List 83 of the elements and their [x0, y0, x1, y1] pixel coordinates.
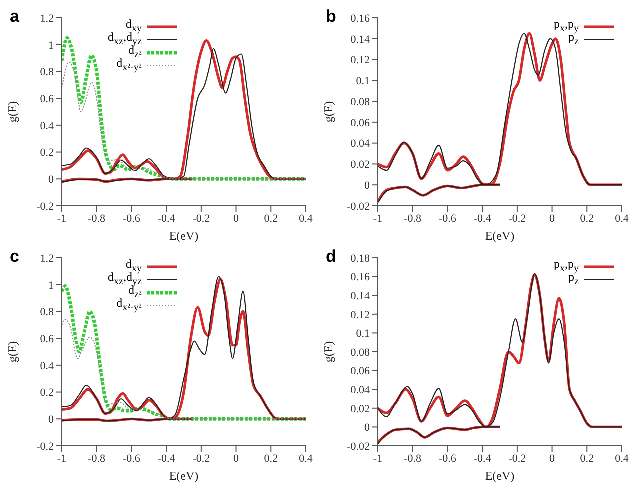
chart-title: b: [326, 7, 336, 26]
x-tick-label: 0: [234, 452, 240, 465]
x-tick-label: -0.8: [88, 452, 106, 465]
y-tick-label: 0: [364, 422, 370, 434]
y-tick-label: 1.2: [40, 12, 54, 25]
y-tick-label: 0.8: [40, 66, 54, 79]
y-tick-label: 0.08: [350, 346, 370, 359]
x-tick-label: 0.2: [264, 452, 278, 465]
x-tick-label: -0.4: [158, 212, 176, 225]
y-tick-label: -0.02: [347, 440, 370, 453]
x-tick-label: -0.8: [404, 452, 422, 465]
y-tick-label: 0.6: [40, 93, 54, 106]
y-tick-label: 0.12: [350, 309, 370, 322]
y-axis-title: g(E): [5, 101, 20, 123]
y-tick-label: 0.8: [40, 306, 54, 319]
y-tick-label: -0.02: [347, 200, 370, 213]
x-axis-title: E(eV): [485, 469, 515, 483]
y-tick-label: 0.04: [350, 138, 370, 150]
y-tick-label: 0.4: [40, 360, 54, 372]
y-axis-title: g(E): [5, 341, 20, 363]
y-axis-title: g(E): [321, 101, 336, 123]
y-tick-label: 0.08: [350, 96, 370, 108]
x-tick-label: 0.2: [264, 212, 278, 225]
y-tick-label: 0.18: [350, 252, 370, 265]
x-tick-label: 0: [550, 212, 556, 225]
y-tick-label: 0.16: [350, 12, 370, 25]
x-tick-label: -0.6: [439, 452, 457, 465]
y-tick-label: 0.2: [40, 387, 54, 400]
y-tick-label: 0.12: [350, 54, 370, 67]
y-tick-label: 0: [364, 180, 370, 192]
y-tick-label: 0.4: [40, 120, 54, 132]
chart-title: d: [326, 247, 336, 266]
x-axis-title: E(eV): [169, 229, 199, 243]
y-tick-label: 0.02: [350, 159, 370, 172]
y-tick-label: 0.06: [350, 117, 370, 130]
x-tick-label: -1: [57, 212, 67, 225]
legend-label: p$_{x}$,p$_{y}$: [554, 16, 579, 34]
x-tick-label: -0.2: [508, 452, 526, 465]
y-tick-label: 0.06: [350, 366, 370, 378]
y-tick-label: 0.6: [40, 333, 54, 346]
y-tick-label: 0.2: [40, 147, 54, 160]
y-tick-label: 0.14: [350, 290, 370, 303]
y-tick-label: 0.14: [350, 34, 370, 46]
x-tick-label: 0.2: [580, 452, 594, 465]
y-tick-label: 1.2: [40, 252, 54, 265]
x-tick-label: 0: [550, 452, 556, 465]
x-tick-label: -1: [57, 452, 67, 465]
x-tick-label: -0.4: [474, 452, 492, 465]
y-tick-label: 1: [48, 280, 54, 292]
x-axis-title: E(eV): [169, 469, 199, 483]
x-tick-label: -0.4: [474, 212, 492, 225]
x-tick-label: 0.4: [299, 452, 314, 465]
x-tick-label: 0.4: [615, 452, 630, 465]
y-tick-label: -0.2: [36, 200, 54, 213]
x-tick-label: -1: [373, 452, 383, 465]
legend-label: p$_{x}$,p$_{y}$: [554, 256, 579, 274]
x-tick-label: 0.4: [299, 212, 314, 225]
x-tick-label: -0.6: [439, 212, 457, 225]
x-tick-label: -0.8: [404, 212, 422, 225]
x-tick-label: -0.4: [158, 452, 176, 465]
x-tick-label: 0.4: [615, 212, 630, 225]
y-tick-label: 0.02: [350, 403, 370, 416]
x-tick-label: -0.2: [192, 212, 210, 225]
y-tick-label: 0.04: [350, 384, 370, 397]
x-tick-label: -0.2: [508, 212, 526, 225]
x-tick-label: -0.2: [192, 452, 210, 465]
chart-title: a: [10, 7, 20, 26]
y-tick-label: 1: [48, 40, 54, 52]
chart-title: c: [10, 247, 20, 266]
x-axis-title: E(eV): [485, 229, 515, 243]
y-tick-label: 0.16: [350, 272, 370, 284]
x-tick-label: -1: [373, 212, 383, 225]
y-tick-label: -0.2: [36, 440, 54, 453]
x-tick-label: -0.8: [88, 212, 106, 225]
y-tick-label: 0: [48, 174, 54, 186]
y-tick-label: 0: [48, 414, 54, 426]
y-tick-label: 0.1: [356, 76, 370, 88]
y-axis-title: g(E): [321, 341, 336, 363]
x-tick-label: 0.2: [580, 212, 594, 225]
x-tick-label: 0: [234, 212, 240, 225]
x-tick-label: -0.6: [123, 212, 141, 225]
y-tick-label: 0.1: [356, 328, 370, 340]
x-tick-label: -0.6: [123, 452, 141, 465]
